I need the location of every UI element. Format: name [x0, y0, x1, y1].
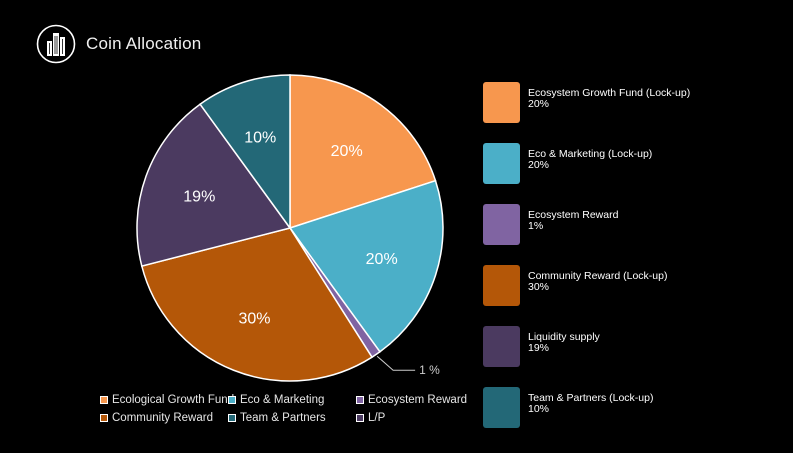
pie-slice-0	[289, 74, 437, 230]
page-title: Coin Allocation	[86, 34, 202, 53]
pie-slice-3	[140, 227, 374, 382]
pie-slice-label-0: 20%	[331, 143, 363, 160]
allocation-swatch	[483, 326, 520, 367]
legend-item: Ecosystem Reward	[356, 394, 468, 406]
pie-slice-label-4: 19%	[183, 188, 215, 205]
allocation-name: Ecosystem Reward	[528, 209, 619, 221]
legend-label: Ecological Growth Fund	[112, 394, 235, 406]
allocation-item: Ecosystem Reward 1%	[483, 204, 690, 265]
pie-slice-label-1: 20%	[366, 251, 398, 268]
allocation-list: Ecosystem Growth Fund (Lock-up) 20% Eco …	[483, 82, 690, 448]
legend-label: Community Reward	[112, 412, 213, 424]
allocation-name: Team & Partners (Lock-up)	[528, 392, 654, 404]
allocation-name: Liquidity supply	[528, 331, 600, 343]
legend-item: Ecological Growth Fund	[100, 394, 234, 406]
allocation-percent: 20%	[528, 98, 550, 110]
allocation-item: Ecosystem Growth Fund (Lock-up) 20%	[483, 82, 690, 143]
building-logo-icon	[36, 24, 76, 64]
pie-slice-label-3: 30%	[239, 311, 271, 328]
allocation-item: Eco & Marketing (Lock-up) 20%	[483, 143, 690, 204]
chart-legend: Ecological Growth Fund Eco & Marketing E…	[100, 394, 468, 424]
legend-swatch	[100, 414, 108, 422]
legend-item: Community Reward	[100, 412, 228, 424]
allocation-name: Ecosystem Growth Fund (Lock-up)	[528, 87, 691, 99]
allocation-swatch	[483, 204, 520, 245]
pie-leader-line-2	[376, 355, 416, 371]
allocation-percent: 1%	[528, 220, 544, 232]
pie-slice-label-2: 1 %	[419, 363, 440, 377]
pie-slice-label-5: 10%	[244, 129, 276, 146]
legend-item: Eco & Marketing	[228, 394, 356, 406]
legend-label: L/P	[368, 412, 386, 424]
legend-item: L/P	[356, 412, 466, 424]
allocation-name: Eco & Marketing (Lock-up)	[528, 148, 653, 160]
allocation-name: Community Reward (Lock-up)	[528, 270, 668, 282]
allocation-item: Liquidity supply 19%	[483, 326, 690, 387]
pie-slice-1	[288, 179, 444, 353]
allocation-percent: 30%	[528, 281, 550, 293]
pie-slice-5	[199, 74, 291, 231]
pie-slice-4	[136, 103, 292, 267]
legend-swatch	[356, 414, 364, 422]
legend-label: Ecosystem Reward	[368, 394, 468, 406]
legend-swatch	[228, 396, 236, 404]
allocation-swatch	[483, 387, 520, 428]
legend-swatch	[356, 396, 364, 404]
allocation-percent: 19%	[528, 342, 550, 354]
allocation-percent: 20%	[528, 159, 550, 171]
allocation-percent: 10%	[528, 403, 550, 415]
allocation-swatch	[483, 265, 520, 306]
legend-item: Team & Partners	[228, 412, 356, 424]
allocation-swatch	[483, 82, 520, 123]
legend-swatch	[228, 414, 236, 422]
allocation-item: Team & Partners (Lock-up) 10%	[483, 387, 690, 448]
allocation-swatch	[483, 143, 520, 184]
allocation-item: Community Reward (Lock-up) 30%	[483, 265, 690, 326]
legend-label: Team & Partners	[240, 412, 326, 424]
legend-swatch	[100, 396, 108, 404]
legend-label: Eco & Marketing	[240, 394, 325, 406]
